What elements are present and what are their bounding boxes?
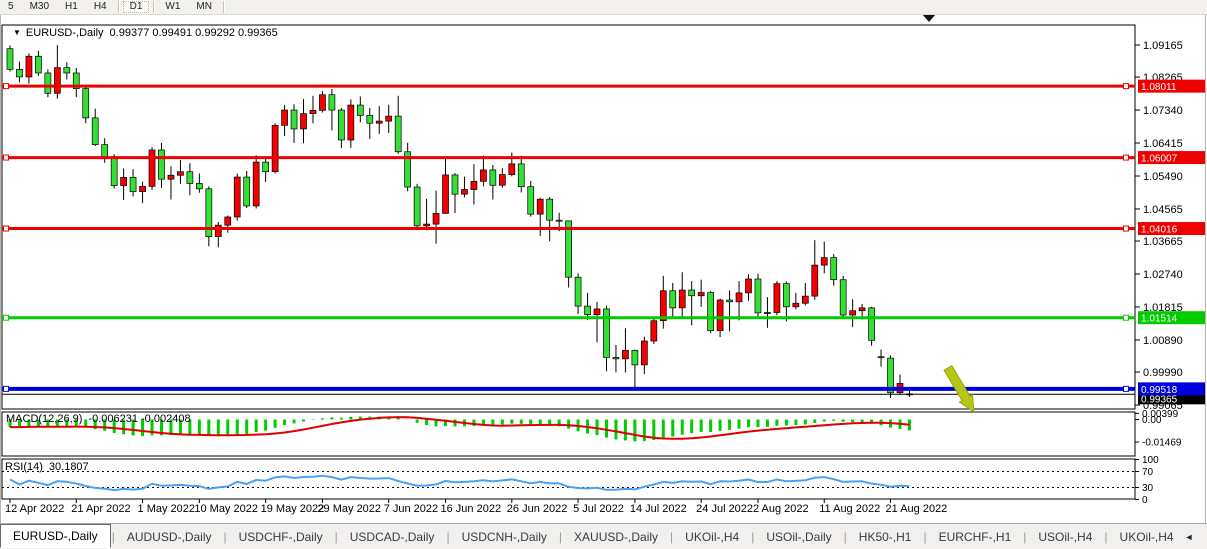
tab-eurusd-daily[interactable]: EURUSD-,Daily	[0, 523, 111, 548]
timeframe-button-w1[interactable]: W1	[165, 1, 181, 12]
date-axis: 12 Apr 2022 21 Apr 2022 1 May 2022 10 May 2…	[5, 499, 947, 515]
timeframe-button-m30[interactable]: M30	[29, 1, 50, 12]
svg-text:0.00: 0.00	[1142, 415, 1162, 426]
chart-title: ▼ EURUSD-,Daily 0.99377 0.99491 0.99292 0.…	[13, 27, 278, 39]
svg-text:29 May 2022: 29 May 2022	[317, 503, 381, 515]
svg-text:1.04565: 1.04565	[1143, 204, 1183, 216]
tab-hk50-h1[interactable]: HK50-,H1	[858, 529, 912, 544]
tab-separator: |	[843, 529, 847, 544]
svg-text:5 Jul 2022: 5 Jul 2022	[573, 503, 624, 515]
svg-text:24 Jul 2022: 24 Jul 2022	[696, 503, 753, 515]
svg-text:1.09165: 1.09165	[1143, 40, 1183, 52]
svg-text:-0.01469: -0.01469	[1142, 437, 1182, 448]
symbol-tab-bar: EURUSD-,Daily | AUDUSD-,Daily | USDCHF-,Dail…	[0, 523, 1207, 549]
symbol-dropdown-icon[interactable]: ▼	[13, 28, 21, 37]
annotation-arrow-icon[interactable]	[943, 365, 975, 414]
horizontal-level-lines[interactable]	[2, 83, 1135, 395]
svg-text:1.04016: 1.04016	[1141, 225, 1178, 236]
tab-usdcad-daily[interactable]: USDCAD-,Daily	[349, 529, 435, 544]
svg-text:1.05490: 1.05490	[1143, 171, 1183, 183]
symbol-name: EURUSD-,Daily	[25, 27, 104, 39]
tab-separator: |	[334, 529, 338, 544]
tab-usdchf-daily[interactable]: USDCHF-,Daily	[238, 529, 323, 544]
svg-text:19 May 2022: 19 May 2022	[261, 503, 325, 515]
rsi-indicator	[2, 471, 1135, 492]
rsi-name: RSI(14)	[5, 461, 43, 473]
svg-text:1.00890: 1.00890	[1143, 335, 1183, 347]
tab-audusd-daily[interactable]: AUDUSD-,Daily	[126, 529, 212, 544]
svg-text:1.02740: 1.02740	[1143, 269, 1183, 281]
svg-text:26 Jun 2022: 26 Jun 2022	[507, 503, 568, 515]
svg-text:0.00399: 0.00399	[1142, 409, 1179, 420]
timeframe-button-d1[interactable]: D1	[121, 0, 151, 14]
rsi-value: 30.1807	[48, 461, 89, 473]
price-level-badges: 0.99365 1.08011 1.06007 1.04016 1.01514 0.995…	[1138, 79, 1205, 405]
tab-usdcnh-daily[interactable]: USDCNH-,Daily	[461, 529, 547, 544]
svg-text:1.01815: 1.01815	[1143, 302, 1183, 314]
ohlc-readout: 0.99377 0.99491 0.99292 0.99365	[109, 27, 278, 39]
svg-text:1.06415: 1.06415	[1143, 138, 1183, 150]
tab-separator: |	[111, 529, 115, 544]
svg-text:1.01514: 1.01514	[1141, 314, 1178, 325]
tab-ukoil-h4[interactable]: UKOil-,H4	[685, 529, 740, 544]
period-toolbar: 5 M30 H1 H4 D1 W1 MN	[0, 0, 1207, 15]
tab-separator: |	[923, 529, 927, 544]
timeframe-button-h1[interactable]: H1	[65, 1, 78, 12]
tab-separator: |	[670, 529, 674, 544]
tab-xauusd-daily[interactable]: XAUUSD-,Daily	[574, 529, 659, 544]
toolbar-separator	[222, 1, 224, 13]
tab-ukoil-h4[interactable]: UKOil-,H4	[1119, 529, 1174, 544]
tab-separator: |	[1023, 529, 1027, 544]
svg-text:30: 30	[1142, 483, 1154, 494]
tab-separator: |	[751, 529, 755, 544]
candlesticks	[6, 45, 913, 399]
svg-text:21 Aug 2022: 21 Aug 2022	[886, 503, 948, 515]
svg-text:0.99518: 0.99518	[1141, 385, 1178, 396]
tab-separator: |	[223, 529, 227, 544]
svg-text:0: 0	[1142, 495, 1148, 506]
price-axis: 1.091651.082651.073401.064151.054901.045…	[1135, 40, 1183, 506]
tab-usoil-daily[interactable]: USOil-,Daily	[766, 529, 832, 544]
tab-usoil-h4[interactable]: USOil-,H4	[1038, 529, 1093, 544]
svg-text:12 Apr 2022: 12 Apr 2022	[5, 503, 64, 515]
macd-name: MACD(12,26,9)	[6, 413, 83, 425]
svg-text:1.03665: 1.03665	[1143, 236, 1183, 248]
macd-label: MACD(12,26,9) -0.006231 -0.002408	[6, 413, 191, 425]
svg-text:7 Jun 2022: 7 Jun 2022	[384, 503, 438, 515]
svg-text:10 May 2022: 10 May 2022	[194, 503, 258, 515]
svg-text:70: 70	[1142, 467, 1154, 478]
svg-text:14 Jul 2022: 14 Jul 2022	[630, 503, 687, 515]
tab-separator: |	[558, 529, 563, 544]
tab-eurchf-h1[interactable]: EURCHF-,H1	[938, 529, 1012, 544]
svg-text:1.07340: 1.07340	[1143, 105, 1183, 117]
svg-text:16 Jun 2022: 16 Jun 2022	[441, 503, 502, 515]
svg-text:0.99990: 0.99990	[1143, 367, 1183, 379]
svg-text:100: 100	[1142, 455, 1159, 466]
timeframe-button-h4[interactable]: H4	[93, 1, 107, 12]
svg-text:2 Aug 2022: 2 Aug 2022	[753, 503, 809, 515]
tab-separator: |	[446, 529, 450, 544]
tab-separator: |	[1104, 529, 1108, 544]
svg-text:21 Apr 2022: 21 Apr 2022	[71, 503, 130, 515]
tabs-scroll-left-icon[interactable]: ◄	[1184, 531, 1194, 542]
main-chart-pane[interactable]	[1, 24, 1136, 410]
timeframe-button-5[interactable]: 5	[8, 1, 14, 12]
svg-text:0.99365: 0.99365	[1141, 394, 1178, 405]
toolbar-separator	[153, 1, 155, 13]
toolbar-separator	[117, 1, 119, 13]
svg-text:1.08011: 1.08011	[1141, 82, 1177, 93]
timeframe-button-mn[interactable]: MN	[196, 1, 212, 12]
macd-values: -0.006231 -0.002408	[88, 413, 191, 425]
svg-text:11 Aug 2022: 11 Aug 2022	[819, 503, 880, 515]
macd-indicator	[8, 416, 911, 442]
svg-text:1 May 2022: 1 May 2022	[138, 503, 195, 515]
chart-shift-marker-icon[interactable]	[922, 14, 936, 22]
rsi-pane[interactable]	[1, 458, 1136, 500]
rsi-label: RSI(14) 30.1807	[5, 461, 89, 473]
svg-text:1.06007: 1.06007	[1141, 154, 1178, 165]
